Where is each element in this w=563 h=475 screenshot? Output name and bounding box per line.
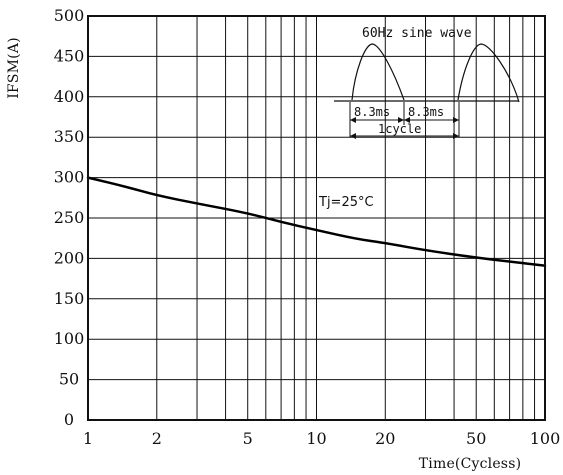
full-cycle-arrow-left-head [350,133,356,139]
half-cycle-arrow-2-left-head [404,117,410,123]
y-tick-label-0: 0 [64,410,74,429]
x-tick-label-10: 10 [306,429,326,448]
plot-frame [87,15,546,421]
half-cycle-label-2: 8.3ms [408,105,444,119]
half-cycle-arrow-1-right-head [398,117,404,123]
half-sine-wave-2 [457,43,520,103]
x-tick-label-1: 1 [83,429,93,448]
series-point-0-5 [280,221,283,224]
y-tick-label-150: 150 [54,289,85,308]
y-tick-label-50: 50 [59,370,79,389]
half-cycle-arrow-1-left-head [350,117,356,123]
waveform-title: 60Hz sine wave [362,26,472,41]
y-tick-label-500: 500 [54,6,85,25]
full-cycle-arrow-right-head [453,133,459,139]
y-tick-label-200: 200 [54,248,85,267]
y-tick-label-300: 300 [54,168,85,187]
series-point-0-2 [155,194,158,197]
full-cycle-label: 1cycle [378,122,421,136]
series-point-0-6 [315,229,318,232]
series-point-0-7 [355,238,358,241]
series-point-0-11 [508,260,511,263]
series-point-0-8 [384,242,387,245]
condition-label: Tj=25°C [318,195,374,210]
series-point-0-9 [424,249,427,252]
x-tick-label-5: 5 [243,429,253,448]
series-point-0-1 [127,186,130,189]
series-point-0-10 [475,256,478,259]
x-tick-label-2: 2 [152,429,162,448]
series-point-0-3 [196,202,199,205]
x-axis-label: Time(Cycless) [419,456,522,472]
half-cycle-label-1: 8.3ms [354,105,390,119]
series-layer [86,176,547,267]
grid-layer [88,15,545,421]
ticks-layer: 0 50 100 150 200 250 300 350 400 450 500 1 2 5 10 20 50 1… [54,6,561,448]
x-tick-label-100: 100 [530,429,561,448]
half-sine-wave-1 [351,43,405,101]
y-tick-label-250: 250 [54,208,85,227]
x-tick-label-50: 50 [466,429,486,448]
y-tick-label-400: 400 [54,87,85,106]
x-tick-label-20: 20 [375,429,395,448]
frame-layer [87,15,546,421]
y-tick-label-100: 100 [54,329,85,348]
y-tick-label-450: 450 [54,46,85,65]
half-cycle-arrow-2-right-head [453,117,459,123]
y-tick-label-350: 350 [54,127,85,146]
y-axis-label: IFSM(A) [6,37,22,99]
waveform-inset: 60Hz sine wave 8.3ms 8.3ms 1cycle [334,26,520,139]
series-line-0 [86,176,547,267]
series-point-0-4 [246,212,249,215]
